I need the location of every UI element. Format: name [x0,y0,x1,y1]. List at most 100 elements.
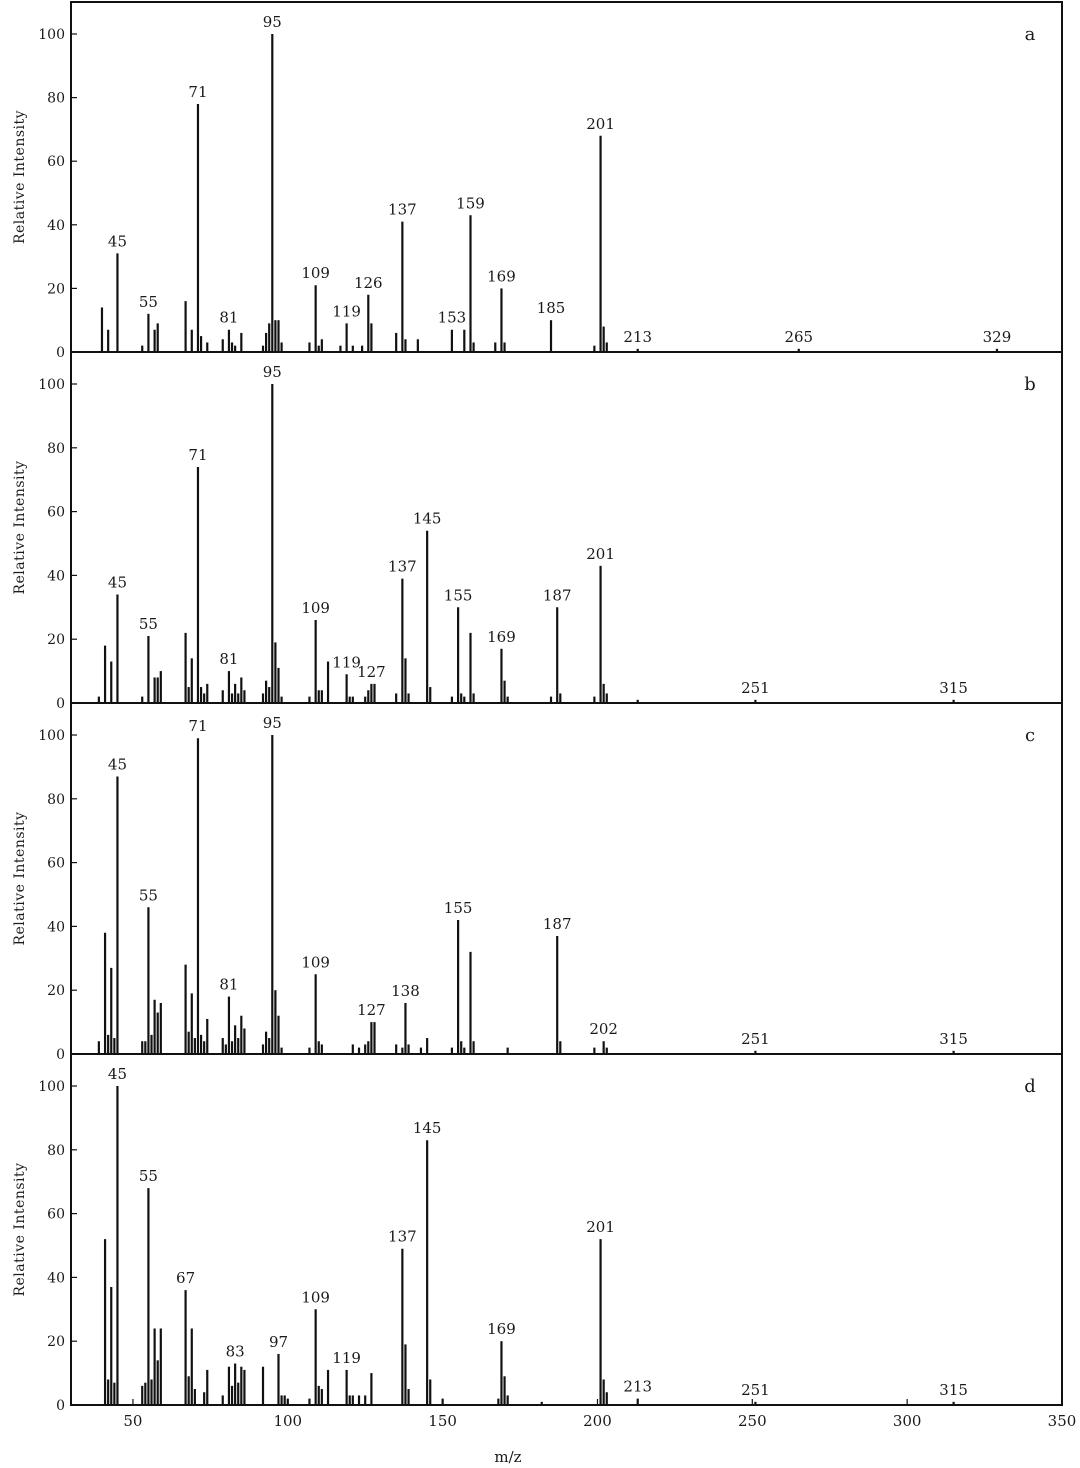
y-tick-label: 40 [47,1270,65,1286]
panel-letter: b [1024,374,1036,395]
y-tick-label: 80 [47,91,65,107]
peak-label: 126 [354,274,383,292]
peak-label: 67 [176,1269,195,1287]
peak-label: 169 [487,267,516,285]
peak-label: 138 [391,982,420,1000]
peak-label: 95 [263,13,282,31]
y-tick-label: 100 [38,728,65,744]
peak-label: 201 [586,1218,615,1236]
peak-label: 81 [219,650,238,668]
peak-label: 185 [537,299,566,317]
peak-label: 81 [219,976,238,994]
y-axis-title: Relative Intensity [12,811,28,945]
y-tick-label: 60 [47,154,65,170]
panel-c: 0 20 40 60 80 100 Relative Intensity c 45 55 71 81 9… [12,702,1063,1063]
x-tick-label: 100 [273,1412,302,1430]
peak-label: 187 [543,915,572,933]
peak-label: 202 [589,1020,618,1038]
y-tick-label: 100 [38,377,65,393]
peak-label: 265 [784,328,813,346]
panel-frame [70,702,1063,1055]
peak-label: 109 [301,1288,330,1306]
peak-label: 95 [263,363,282,381]
peak-label: 137 [388,201,417,219]
panel-letter: c [1025,725,1035,746]
peak-label: 83 [226,1343,245,1361]
y-tick-label: 60 [47,505,65,521]
peak-label: 71 [188,83,207,101]
peak-label: 119 [332,1349,361,1367]
y-tick-label: 60 [47,1207,65,1223]
panel-frame [70,1053,1063,1406]
x-tick-label: 350 [1048,1412,1077,1430]
panel-frame [70,1,1063,353]
y-tick-label: 40 [47,218,65,234]
shared-x-axis: 50 100 150 200 250 300 350 [123,1399,1076,1430]
x-tick-label: 50 [123,1412,142,1430]
peak-label: 55 [139,293,158,311]
peak-label: 169 [487,628,516,646]
y-tick-label: 0 [56,1047,65,1063]
peak-label: 71 [188,717,207,735]
peak-label: 137 [388,558,417,576]
peak-label: 187 [543,586,572,604]
y-tick-label: 20 [47,632,65,648]
peak-label: 329 [983,328,1012,346]
x-tick-label: 200 [583,1412,612,1430]
y-tick-label: 80 [47,1143,65,1159]
peak-label: 55 [139,1167,158,1185]
panel-a: 0 20 40 60 80 100 Relative Intensity a 45 55 71 81 9… [12,1,1063,361]
peak-label: 109 [301,599,330,617]
y-tick-label: 0 [56,696,65,712]
peak-label: 109 [301,264,330,282]
peak-label: 201 [586,545,615,563]
panel-d: 0 20 40 60 80 100 Relative Intensity d 45 55 67 83 9… [12,1053,1063,1414]
y-tick-label: 100 [38,27,65,43]
y-tick-label: 20 [47,983,65,999]
y-tick-label: 40 [47,568,65,584]
peak-label: 251 [741,679,770,697]
peak-label: 45 [108,232,127,250]
y-axis-title: Relative Intensity [12,1162,28,1296]
y-tick-label: 60 [47,856,65,872]
peak-label: 155 [444,899,473,917]
peak-label: 145 [413,1119,442,1137]
peak-label: 251 [741,1030,770,1048]
peak-label: 145 [413,510,442,528]
peak-label: 119 [332,302,361,320]
peak-label: 153 [438,309,467,327]
peak-label: 213 [623,328,652,346]
y-tick-label: 100 [38,1079,65,1095]
peak-label: 55 [139,886,158,904]
peak-label: 201 [586,115,615,133]
peak-label: 81 [219,309,238,327]
peak-label: 127 [357,1001,386,1019]
x-axis-title: m/z [494,1448,521,1466]
peak-label: 315 [939,679,968,697]
x-tick-label: 250 [738,1412,767,1430]
y-tick-label: 80 [47,441,65,457]
peak-label: 71 [188,446,207,464]
peak-label: 119 [332,653,361,671]
peak-label: 213 [623,1378,652,1396]
peak-label: 315 [939,1030,968,1048]
y-axis-title: Relative Intensity [12,460,28,594]
panel-letter: d [1024,1076,1036,1097]
y-tick-label: 0 [56,1398,65,1414]
panel-b: 0 20 40 60 80 100 Relative Intensity b 45 55 71 81 9… [12,351,1063,712]
y-tick-label: 0 [56,345,65,361]
peak-label: 55 [139,615,158,633]
peak-label: 159 [456,194,485,212]
peak-label: 155 [444,586,473,604]
y-tick-label: 20 [47,1334,65,1350]
peak-label: 45 [108,574,127,592]
x-tick-label: 150 [428,1412,457,1430]
x-tick-label: 300 [893,1412,922,1430]
y-tick-label: 20 [47,281,65,297]
peak-label: 137 [388,1228,417,1246]
peak-label: 127 [357,663,386,681]
peak-label: 109 [301,953,330,971]
peak-label: 315 [939,1381,968,1399]
peak-label: 169 [487,1320,516,1338]
